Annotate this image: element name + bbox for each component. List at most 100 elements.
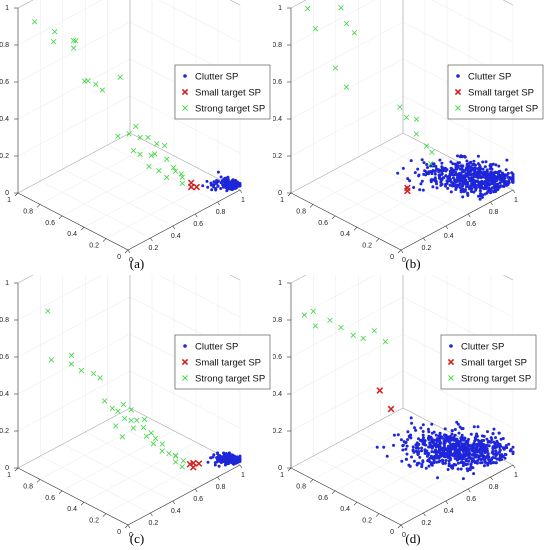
left-tick-label: 0.6 xyxy=(318,220,328,227)
clutter-point xyxy=(412,186,416,189)
clutter-point xyxy=(440,182,444,186)
legend-box xyxy=(440,334,537,390)
clutter-point xyxy=(483,444,487,448)
clutter-point xyxy=(458,425,462,429)
strong-target-point xyxy=(143,433,150,439)
clutter-point xyxy=(458,172,462,176)
clutter-point xyxy=(504,168,508,172)
clutter-point xyxy=(441,459,445,463)
clutter-point xyxy=(437,434,441,438)
clutter-point xyxy=(400,459,404,463)
clutter-point xyxy=(414,446,418,450)
clutter-point xyxy=(486,190,490,194)
z-tick-label: 0.4 xyxy=(0,116,9,123)
z-tick-label: 0.4 xyxy=(273,391,282,398)
z-tick-label: 0.6 xyxy=(0,354,9,361)
clutter-point xyxy=(483,451,487,454)
strong-target-point xyxy=(137,151,143,158)
clutter-point xyxy=(439,179,443,183)
small-target-point xyxy=(193,183,201,191)
clutter-point xyxy=(446,454,450,458)
clutter-point xyxy=(491,432,495,436)
panel-b: 0 0 0 0.2 0.2 0.2 0.4 0.4 0.4 0.6 0.6 0.6 0.8 0.8 0.8 1… xyxy=(273,0,546,275)
strong-target-point xyxy=(312,323,319,329)
legend-marker-strong xyxy=(182,375,188,381)
clutter-point xyxy=(437,173,441,177)
clutter-point xyxy=(456,422,460,426)
left-tick-label: 0.2 xyxy=(362,243,372,250)
clutter-point xyxy=(212,453,216,457)
strong-target-point xyxy=(179,174,185,180)
clutter-point xyxy=(217,454,221,458)
clutter-point xyxy=(470,181,474,185)
left-tick-label: 0.4 xyxy=(67,231,77,238)
left-tick-label: 0 xyxy=(117,254,121,261)
clutter-point xyxy=(435,182,438,186)
clutter-point xyxy=(429,178,433,182)
clutter-point xyxy=(463,446,467,450)
clutter-point xyxy=(426,166,429,169)
clutter-point xyxy=(410,421,414,425)
clutter-point xyxy=(497,457,501,461)
clutter-point xyxy=(216,184,220,188)
right-tick-label: 0 xyxy=(129,257,133,264)
legend-label-small: Small target SP xyxy=(461,358,527,369)
legend-label-small: Small target SP xyxy=(195,358,261,369)
left-tick-label: 0.8 xyxy=(296,483,306,490)
clutter-point xyxy=(476,154,480,158)
clutter-point xyxy=(444,174,448,178)
right-tick-label: 1 xyxy=(514,197,518,204)
clutter-point xyxy=(238,457,242,461)
clutter-point xyxy=(425,163,429,166)
strong-target-point xyxy=(343,84,350,90)
clutter-point xyxy=(483,459,487,463)
right-tick-label: 0.2 xyxy=(422,245,432,252)
chart-a: 0 0 0 0.2 0.2 0.2 0.4 0.4 0.4 0.6 0.6 0.6 0.8 0.8 0.8 1… xyxy=(0,0,271,264)
clutter-point xyxy=(486,430,489,434)
clutter-point xyxy=(480,439,484,442)
clutter-point xyxy=(421,433,425,437)
strong-target-point xyxy=(115,133,121,139)
left-tick-label: 1 xyxy=(280,197,284,204)
clutter-point xyxy=(456,183,460,187)
strong-target-point xyxy=(146,163,152,170)
clutter-point xyxy=(465,159,469,163)
axis-left xyxy=(17,192,129,251)
right-tick-label: 0.4 xyxy=(444,233,454,240)
clutter-point xyxy=(429,164,433,168)
clutter-point xyxy=(508,176,512,180)
clutter-point xyxy=(460,184,464,188)
clutter-point xyxy=(492,427,496,431)
clutter-point xyxy=(479,453,483,457)
clutter-point xyxy=(473,174,477,178)
strong-target-point xyxy=(120,401,127,408)
clutter-point xyxy=(205,179,209,183)
clutter-point xyxy=(230,181,234,185)
clutter-point xyxy=(457,431,461,435)
small-target-point xyxy=(187,179,195,187)
clutter-point xyxy=(436,476,439,480)
clutter-point xyxy=(489,164,493,167)
clutter-point xyxy=(414,449,418,453)
right-tick-label: 0.8 xyxy=(489,209,499,216)
clutter-point xyxy=(480,185,484,189)
z-tick-label: 0.2 xyxy=(0,428,9,435)
z-tick-label: 0.8 xyxy=(273,317,282,324)
clutter-point xyxy=(421,430,425,433)
clutter-point xyxy=(499,444,503,448)
clutter-point xyxy=(485,184,489,188)
strong-target-point xyxy=(140,424,147,431)
clutter-point xyxy=(210,188,214,192)
clutter-point xyxy=(461,464,465,468)
clutter-point xyxy=(498,448,502,452)
clutter-point xyxy=(401,166,405,170)
left-tick-label: 0.8 xyxy=(296,208,306,215)
clutter-point xyxy=(425,454,429,458)
clutter-point xyxy=(453,162,457,166)
clutter-point xyxy=(226,178,230,182)
strong-target-point xyxy=(164,174,170,181)
clutter-point xyxy=(409,416,413,420)
clutter-point xyxy=(219,175,223,179)
clutter-point xyxy=(426,427,430,431)
z-tick-label: 0 xyxy=(278,465,282,472)
